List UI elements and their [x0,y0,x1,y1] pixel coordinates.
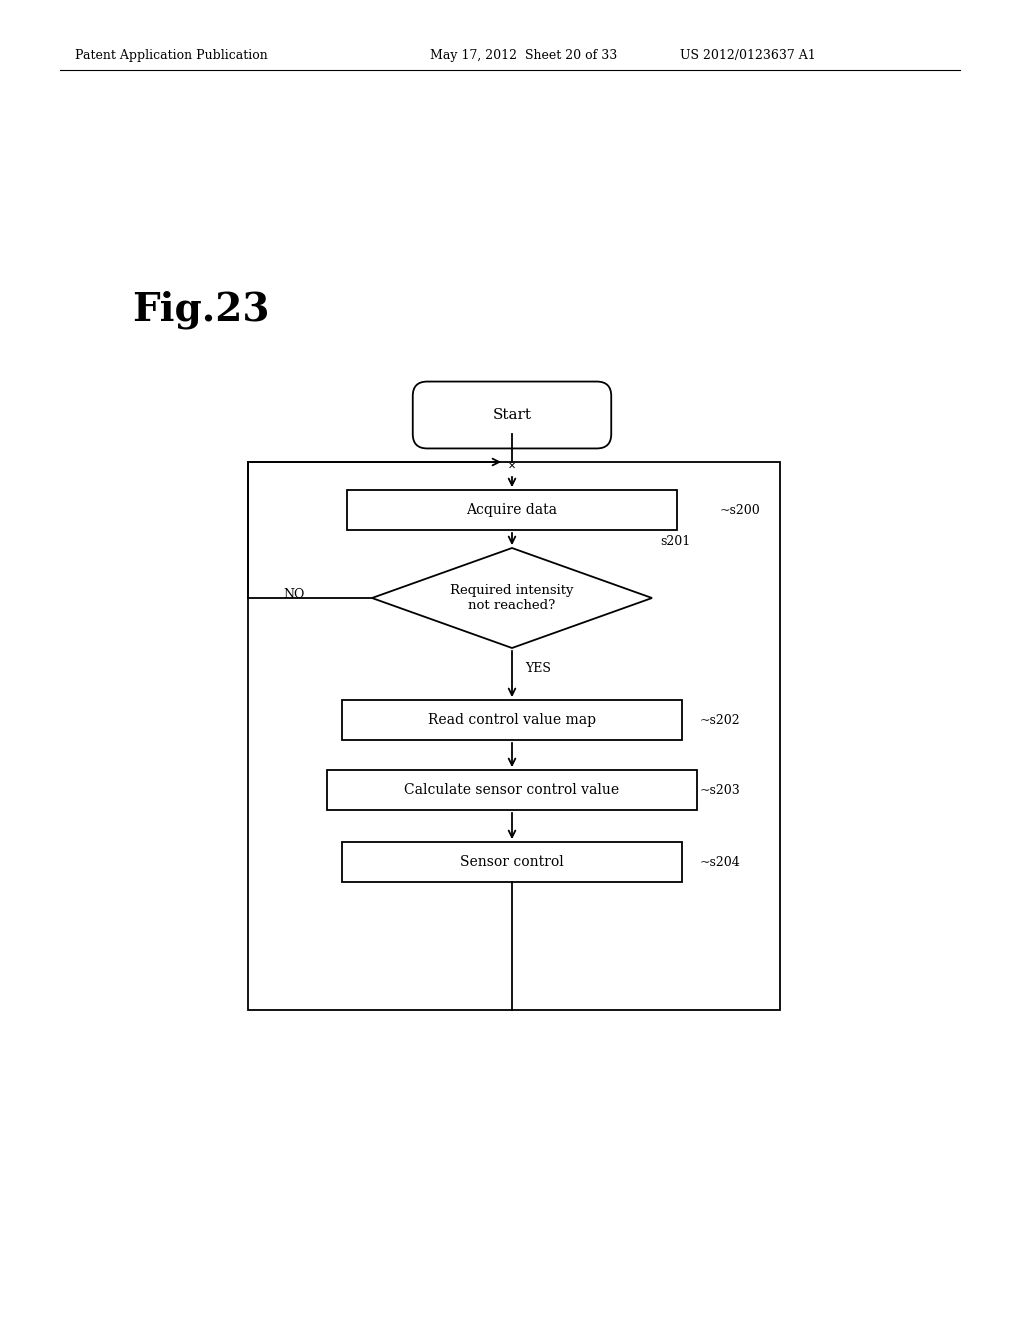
Bar [327,770,697,810]
Text: Acquire data: Acquire data [467,503,557,517]
Text: Calculate sensor control value: Calculate sensor control value [404,783,620,797]
Text: ~s200: ~s200 [720,503,761,516]
Bar [342,842,682,882]
Text: Fig.23: Fig.23 [132,290,269,329]
Bar [342,700,682,741]
Bar [347,490,677,531]
Text: Sensor control: Sensor control [460,855,564,869]
Text: Required intensity
not reached?: Required intensity not reached? [451,583,573,612]
Text: NO: NO [284,589,305,602]
Text: YES: YES [525,663,551,675]
Bar [248,462,780,1010]
Polygon shape [372,548,652,648]
Text: ✕: ✕ [508,461,516,471]
Text: s201: s201 [660,535,690,548]
Text: Start: Start [493,408,531,422]
Text: US 2012/0123637 A1: US 2012/0123637 A1 [680,49,816,62]
Text: ~s204: ~s204 [700,855,740,869]
Text: Patent Application Publication: Patent Application Publication [75,49,267,62]
Text: Read control value map: Read control value map [428,713,596,727]
FancyBboxPatch shape [413,381,611,449]
Text: May 17, 2012  Sheet 20 of 33: May 17, 2012 Sheet 20 of 33 [430,49,617,62]
Text: ~s203: ~s203 [700,784,740,796]
Text: ~s202: ~s202 [700,714,740,726]
